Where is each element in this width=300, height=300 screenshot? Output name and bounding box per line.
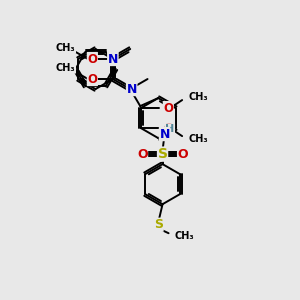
Text: O: O bbox=[87, 52, 98, 65]
Text: CH₃: CH₃ bbox=[188, 134, 208, 144]
Text: O: O bbox=[163, 122, 173, 135]
Text: N: N bbox=[127, 82, 137, 95]
Text: CH₃: CH₃ bbox=[56, 43, 76, 53]
Text: N: N bbox=[159, 128, 170, 141]
Text: N: N bbox=[108, 52, 118, 65]
Text: O: O bbox=[163, 102, 173, 115]
Text: CH₃: CH₃ bbox=[56, 63, 76, 73]
Text: S: S bbox=[154, 218, 163, 231]
Text: S: S bbox=[158, 147, 168, 161]
Text: O: O bbox=[137, 148, 148, 160]
Text: CH₃: CH₃ bbox=[188, 92, 208, 102]
Text: CH₃: CH₃ bbox=[175, 231, 194, 241]
Text: O: O bbox=[87, 73, 98, 85]
Text: H: H bbox=[165, 124, 175, 134]
Text: O: O bbox=[178, 148, 188, 160]
